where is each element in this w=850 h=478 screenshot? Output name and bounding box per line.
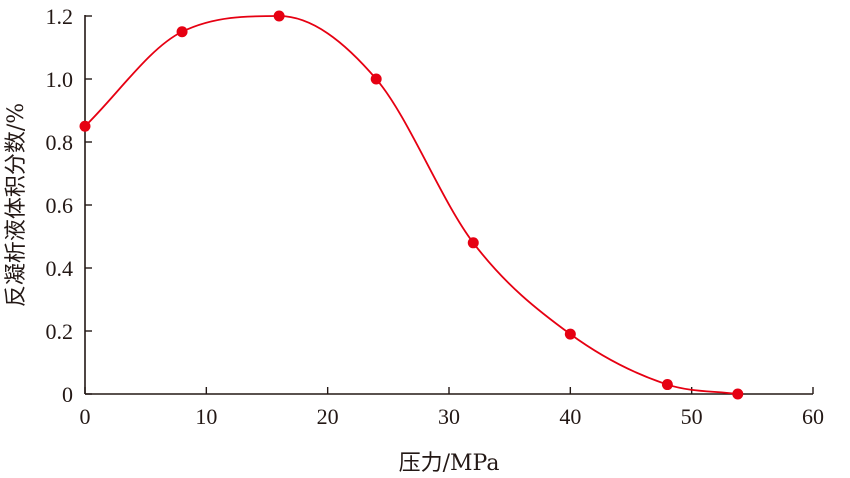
x-tick-label: 40 <box>559 404 581 429</box>
data-point <box>661 379 673 391</box>
x-tick-label: 10 <box>195 404 217 429</box>
y-tick-label: 0 <box>62 382 73 407</box>
y-tick-label: 0.8 <box>46 130 74 155</box>
y-tick-label: 1.2 <box>46 4 74 29</box>
data-point <box>273 10 285 22</box>
x-tick-label: 20 <box>317 404 339 429</box>
x-tick-label: 0 <box>80 404 91 429</box>
series-line <box>84 15 738 395</box>
x-tick-label: 30 <box>438 404 460 429</box>
y-axis-title: 反凝析液体积分数/% <box>4 103 29 307</box>
data-point <box>370 73 382 85</box>
data-point <box>467 237 479 249</box>
y-tick-label: 0.6 <box>46 193 74 218</box>
data-point <box>564 328 576 340</box>
y-tick-label: 0.4 <box>46 256 74 281</box>
data-point <box>176 26 188 38</box>
x-tick-label: 60 <box>802 404 824 429</box>
y-axis-ticks: 0 0.2 0.4 0.6 0.8 1.0 1.2 <box>46 4 92 407</box>
y-tick-label: 1.0 <box>46 67 74 92</box>
data-point <box>79 120 91 132</box>
x-axis-ticks: 0 10 20 30 40 50 60 <box>80 387 824 429</box>
series-layer <box>79 10 744 400</box>
x-tick-label: 50 <box>681 404 703 429</box>
x-axis-title: 压力/MPa <box>399 451 500 476</box>
y-tick-label: 0.2 <box>46 319 74 344</box>
data-point <box>732 388 744 400</box>
